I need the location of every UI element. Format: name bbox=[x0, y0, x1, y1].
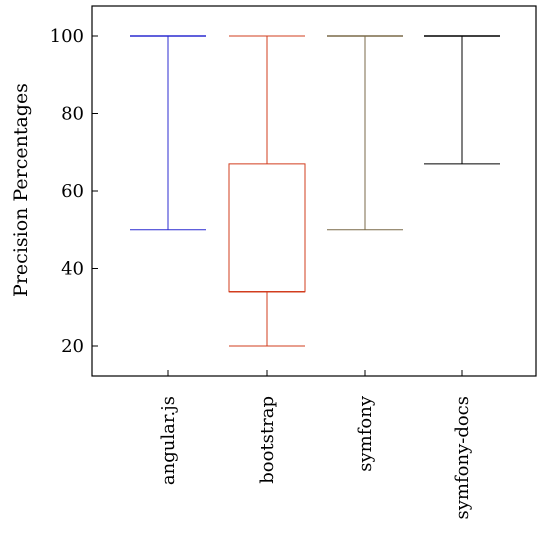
x-tick-label: symfony bbox=[355, 395, 376, 472]
iqr-box bbox=[228, 163, 306, 293]
y-tick-label: 80 bbox=[61, 104, 84, 125]
y-tick-label: 100 bbox=[50, 26, 84, 47]
y-axis: 20 40 60 80 100 bbox=[50, 26, 98, 357]
box-angular-js bbox=[130, 35, 206, 231]
box-symfony bbox=[327, 35, 403, 231]
x-axis: angular.js bootstrap symfony symfony-docs bbox=[158, 370, 473, 520]
y-axis-title: Precision Percentages bbox=[10, 83, 32, 297]
x-tick-label: angular.js bbox=[158, 396, 179, 485]
y-tick-label: 60 bbox=[61, 181, 84, 202]
x-tick-label: symfony-docs bbox=[452, 396, 473, 520]
box-bootstrap bbox=[228, 35, 306, 347]
y-tick-label: 40 bbox=[61, 259, 84, 280]
y-tick-label: 20 bbox=[61, 336, 84, 357]
box-symfony-docs bbox=[424, 35, 500, 165]
plot-frame bbox=[91, 5, 537, 377]
box-series bbox=[130, 35, 500, 347]
x-tick-label: bootstrap bbox=[257, 396, 278, 484]
